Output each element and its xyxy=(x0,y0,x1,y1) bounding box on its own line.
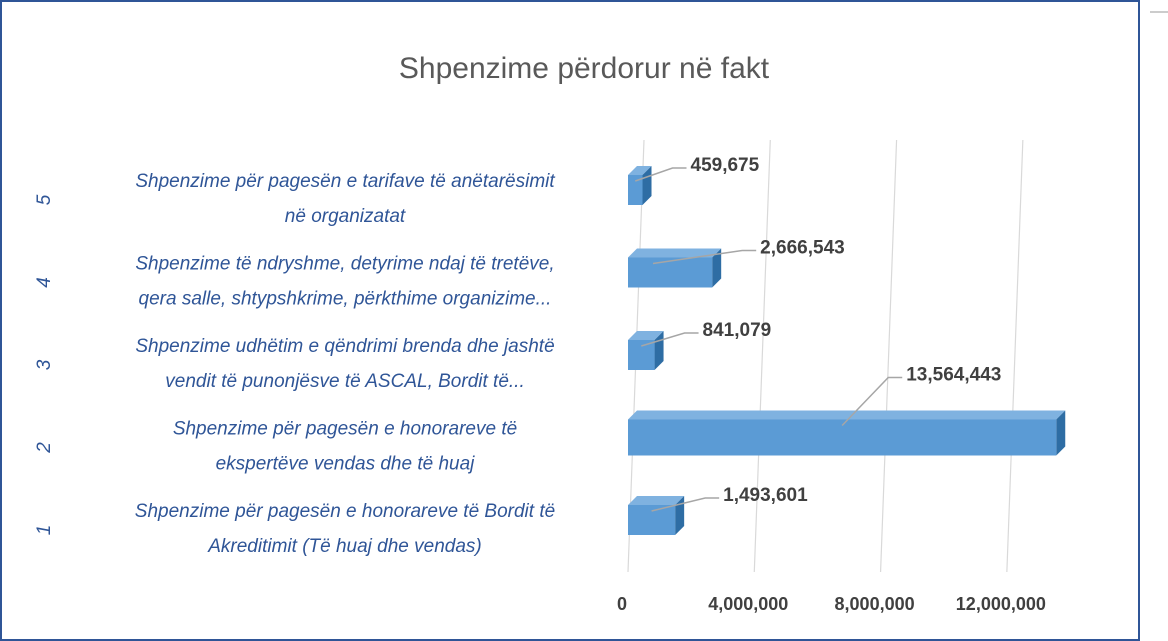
x-tick-label: 12,000,000 xyxy=(956,594,1046,614)
bar-top xyxy=(628,496,685,505)
bar xyxy=(628,166,652,205)
grid-line xyxy=(1006,139,1024,573)
bar-front xyxy=(628,419,1057,456)
category-number: 1 xyxy=(34,525,55,536)
category-number: 5 xyxy=(34,194,55,205)
category-label: Akreditimit (Të huaj dhe vendas) xyxy=(207,536,482,557)
category-number: 3 xyxy=(34,359,55,370)
leader-line xyxy=(841,376,903,427)
bar-top xyxy=(628,331,664,340)
bar-top xyxy=(628,248,722,258)
bar-side xyxy=(1056,410,1066,456)
data-label: 13,564,443 xyxy=(906,365,1001,386)
leader-line xyxy=(652,249,757,265)
bar-side xyxy=(712,248,722,288)
category-label: Shpenzime për pagesën e tarifave të anët… xyxy=(135,171,555,192)
category-number: 4 xyxy=(34,277,55,288)
bar-front xyxy=(628,175,643,205)
x-tick-label: 8,000,000 xyxy=(835,594,915,614)
bar-front xyxy=(628,340,655,370)
data-label: 841,079 xyxy=(703,320,772,341)
frame xyxy=(0,0,1140,641)
category-label: Shpenzime të ndryshme, detyrime ndaj të … xyxy=(135,254,554,275)
category-label: vendit të punonjësve të ASCAL, Bordit të… xyxy=(165,371,524,392)
bar-front xyxy=(628,257,713,288)
category-label: në organizatat xyxy=(285,206,406,227)
grid-line xyxy=(879,139,898,573)
data-label: 1,493,601 xyxy=(723,485,808,506)
bar xyxy=(628,496,685,535)
leader-line xyxy=(641,332,699,347)
bar xyxy=(628,331,664,370)
data-label: 2,666,543 xyxy=(760,238,845,259)
x-tick-label: 4,000,000 xyxy=(708,594,788,614)
bar-top xyxy=(628,410,1066,420)
category-label: ekspertëve vendas dhe të huaj xyxy=(216,454,476,475)
bar-side xyxy=(675,496,685,535)
bar xyxy=(628,248,722,288)
bar-top xyxy=(628,166,652,175)
category-label: Shpenzime udhëtim e qëndrimi brenda dhe … xyxy=(135,336,554,357)
x-tick-label: 0 xyxy=(617,594,627,614)
bar xyxy=(628,410,1066,456)
leader-line xyxy=(635,167,687,182)
category-label: qera salle, shtypshkrime, përkthime orga… xyxy=(139,289,552,310)
category-label: Shpenzime për pagesën e honorareve të xyxy=(173,419,517,440)
category-number: 2 xyxy=(34,442,55,454)
grid-line xyxy=(753,139,771,573)
bar-front xyxy=(628,505,676,535)
category-label: Shpenzime për pagesën e honorareve të Bo… xyxy=(135,501,555,522)
data-label: 459,675 xyxy=(691,155,760,176)
leader-line xyxy=(651,497,720,512)
chart-title: Shpenzime përdorur në fakt xyxy=(399,52,770,85)
